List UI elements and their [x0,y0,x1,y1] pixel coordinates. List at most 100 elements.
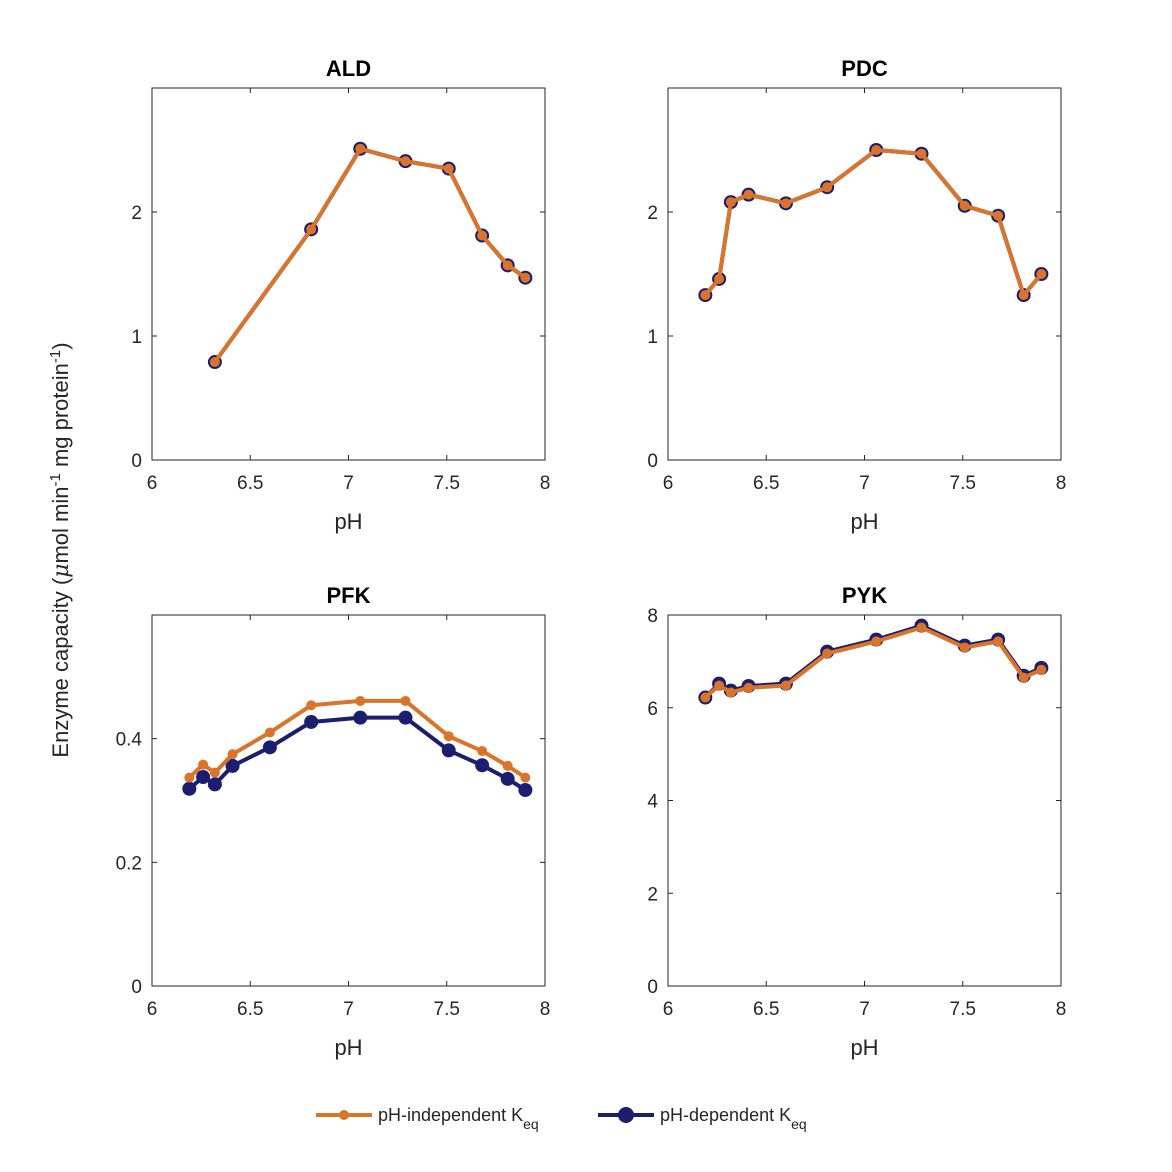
legend-item-pH-dependent: pH-dependent Keq [598,1105,807,1132]
chart-title-ald: ALD [326,56,371,81]
data-point-pfk-1 [264,727,275,738]
data-point-ald-1 [355,143,366,154]
data-point-pyk-1 [871,636,882,647]
chart-pyk: 6 6.5 7 7.5 8 0 2 4 6 8 PYK pH [647,583,1066,1060]
y-tick-label-pyk: 0 [647,977,658,998]
chart-title-pfk: PFK [327,583,371,608]
x-axis-label-pyk: pH [850,1035,878,1060]
data-point-pfk-1 [209,767,220,778]
x-tick-label-pyk: 7.5 [950,999,976,1020]
x-tick-label-pdc: 6.5 [753,473,779,494]
x-tick-label-pfk: 6.5 [237,999,263,1020]
data-point-pfk-1 [355,695,366,706]
chart-pfk: 6 6.5 7 7.5 8 0 0.2 0.4 PFK pH [116,583,551,1060]
legend-box [310,1094,864,1142]
y-tick-label-pyk: 8 [647,606,658,627]
x-tick-label-ald: 7 [343,473,354,494]
x-tick-label-ald: 6.5 [237,473,263,494]
legend-label-pH-dependent: pH-dependent K [660,1105,791,1125]
y-tick-label-pfk: 0 [131,977,142,998]
x-tick-label-pfk: 6 [147,999,158,1020]
data-point-pyk-1 [725,687,736,698]
x-tick-label-pfk: 8 [540,999,551,1020]
x-tick-label-pyk: 8 [1056,999,1067,1020]
data-point-ald-1 [477,230,488,241]
data-point-pfk-1 [477,746,488,757]
data-point-pyk-1 [959,642,970,653]
x-tick-label-pyk: 7 [859,999,870,1020]
data-point-pfk-0 [196,770,211,785]
data-point-pyk-1 [1036,664,1047,675]
y-tick-label-ald: 1 [131,327,142,348]
y-tick-label-pyk: 6 [647,699,658,720]
data-point-pfk-1 [502,760,513,771]
legend-marker-pH-independent [339,1110,349,1120]
data-point-ald-1 [306,224,317,235]
chart-pdc: 6 6.5 7 7.5 8 0 1 2 PDC pH [647,56,1066,534]
ylabel-suffix: ) [48,342,73,349]
legend-text-pH-dependent: pH-dependent Keq [660,1105,807,1132]
legend-marker-pH-dependent [618,1107,634,1123]
ylabel-mid2: mg protein [48,363,73,473]
x-tick-label-ald: 8 [540,473,551,494]
ylabel-sup2: -1 [47,350,64,363]
y-tick-label-pdc: 0 [647,451,658,472]
data-point-pfk-0 [518,782,533,797]
data-point-ald-1 [443,163,454,174]
data-point-pdc-1 [780,198,791,209]
y-tick-label-ald: 2 [131,203,142,224]
data-point-pfk-1 [400,695,411,706]
data-point-pfk-1 [306,700,317,711]
x-tick-label-pfk: 7 [343,999,354,1020]
plot-frame-pdc [667,87,1062,461]
plot-frame-ald [151,87,546,461]
ylabel-prefix: Enzyme capacity ( [48,577,73,757]
x-tick-label-pdc: 8 [1056,473,1067,494]
series-line-pdc-1 [703,148,1043,298]
data-point-ald-1 [502,260,513,271]
data-point-pfk-1 [443,731,454,742]
data-point-pfk-0 [225,758,240,773]
data-point-pyk-1 [700,692,711,703]
data-point-pdc-1 [700,290,711,301]
y-tick-label-pfk: 0.2 [116,853,142,874]
y-tick-label-pdc: 2 [647,203,658,224]
series-line-ald-1 [213,146,527,364]
data-point-pdc-1 [871,145,882,155]
data-point-pdc-1 [1036,269,1047,279]
x-axis-label-pfk: pH [334,1035,362,1060]
data-point-pdc-1 [959,200,970,211]
x-tick-label-ald: 6 [147,473,158,494]
x-tick-label-pdc: 7.5 [950,473,976,494]
x-tick-label-pdc: 7 [859,473,870,494]
data-point-pdc-1 [725,197,736,208]
legend-text-pH-independent: pH-independent Keq [378,1105,539,1132]
data-point-pyk-1 [993,636,1004,647]
charts-area: 6 6.5 7 7.5 8 0 1 2 ALD pH 6 6.5 7 7.5 8 0 1 2 PDC pH 6 6.5 7 7… [116,56,1067,1060]
x-tick-label-pdc: 6 [663,473,674,494]
data-point-pfk-0 [441,743,456,758]
plot-frame-pyk [667,614,1062,987]
chart-ald: 6 6.5 7 7.5 8 0 1 2 ALD pH [131,56,550,534]
data-point-pfk-1 [184,772,195,783]
data-point-pfk-1 [520,772,531,783]
ylabel-sup1: -1 [47,473,64,486]
ylabel-mid: mol min [48,487,73,564]
ylabel-mu: μ [49,564,74,578]
x-axis-label-ald: pH [334,509,362,534]
x-axis-label-pdc: pH [850,509,878,534]
data-point-pfk-0 [398,710,413,725]
data-point-pfk-0 [353,710,368,725]
data-point-pdc-1 [714,273,725,284]
data-point-pdc-1 [916,148,927,159]
chart-title-pdc: PDC [841,56,888,81]
legend-sub-pH-independent: eq [523,1116,539,1132]
y-tick-label-pdc: 1 [647,327,658,348]
x-tick-label-ald: 7.5 [434,473,460,494]
x-tick-label-pyk: 6.5 [753,999,779,1020]
data-point-pdc-1 [993,210,1004,221]
data-point-pyk-1 [780,680,791,691]
data-point-pfk-1 [198,759,209,770]
data-point-pyk-1 [714,680,725,691]
